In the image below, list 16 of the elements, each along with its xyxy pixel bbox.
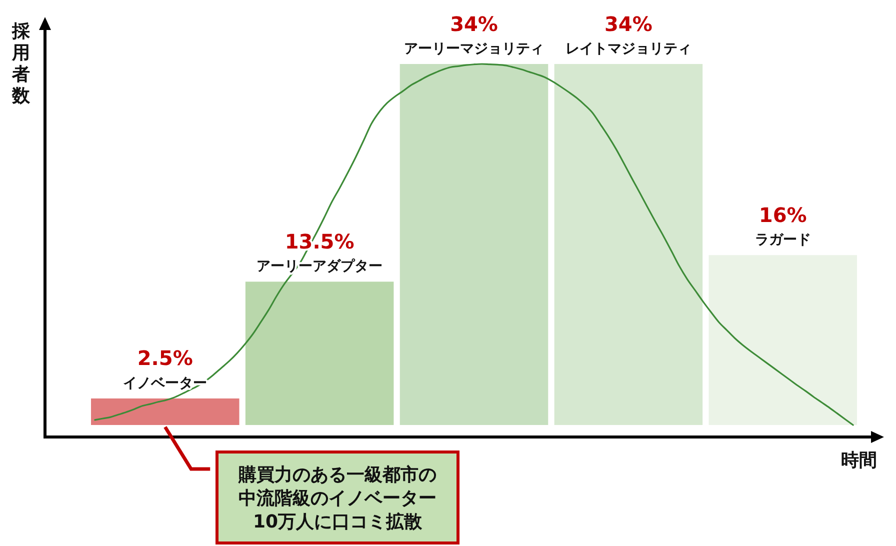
- x-tick-label: アーリーマジョリティ: [404, 41, 544, 57]
- data-label: 34%: [450, 12, 498, 36]
- bar: [400, 64, 548, 425]
- x-tick-label: ラガード: [754, 232, 811, 248]
- text: 購買力のある一級都市の中流階級のイノベーター10万人に口コミ拡散: [238, 464, 436, 532]
- bar: [554, 64, 703, 425]
- bar: [708, 255, 857, 425]
- bar: [91, 398, 240, 425]
- data-label: 2.5%: [137, 346, 193, 370]
- x-tick-label: アーリーアダプター: [256, 258, 383, 275]
- bar: [245, 282, 394, 425]
- x-axis-title: 時間: [841, 450, 877, 471]
- y-axis-title: 採用者数: [11, 21, 31, 106]
- data-label: 34%: [604, 12, 652, 36]
- data-label: 16%: [758, 202, 807, 227]
- x-tick-label: レイトマジョリティ: [565, 41, 692, 57]
